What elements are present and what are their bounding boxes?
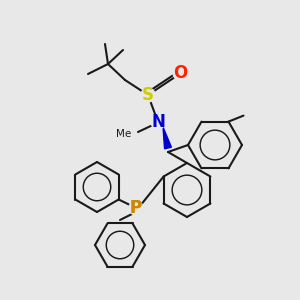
Text: O: O [173,64,187,82]
Text: Me: Me [116,129,131,139]
Circle shape [141,88,155,102]
Text: N: N [151,113,165,131]
Text: P: P [130,199,142,217]
Circle shape [151,115,165,129]
Polygon shape [163,127,171,149]
Text: P: P [130,199,142,217]
Circle shape [129,201,143,215]
Circle shape [173,66,187,80]
Text: S: S [142,86,154,104]
